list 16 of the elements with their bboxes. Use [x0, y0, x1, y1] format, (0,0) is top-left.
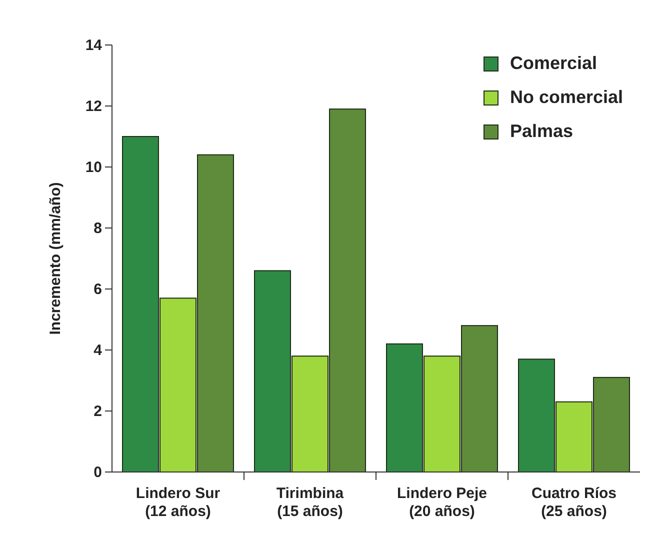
legend-label: No comercial: [510, 87, 624, 107]
x-tick-label: Lindero Sur (12 años): [136, 485, 220, 520]
y-axis-title: Incremento (mm/año): [47, 182, 64, 335]
legend-label: Comercial: [510, 53, 598, 73]
y-tick-label: 10: [85, 158, 102, 176]
legend-label: Palmas: [510, 121, 574, 141]
y-tick-label: 8: [94, 220, 102, 237]
y-tick-label: 14: [85, 36, 103, 54]
y-tick-label: 4: [94, 342, 103, 359]
x-tick-label: Tirimbina (15 años): [276, 485, 344, 520]
y-tick-label: 6: [94, 280, 102, 298]
y-tick-label: 2: [94, 402, 102, 420]
x-tick-label: Cuatro Ríos (25 años): [531, 485, 617, 520]
y-tick-label: 12: [85, 98, 102, 115]
x-tick-label: Lindero Peje (20 años): [396, 485, 488, 520]
y-tick-label: 0: [94, 464, 102, 481]
